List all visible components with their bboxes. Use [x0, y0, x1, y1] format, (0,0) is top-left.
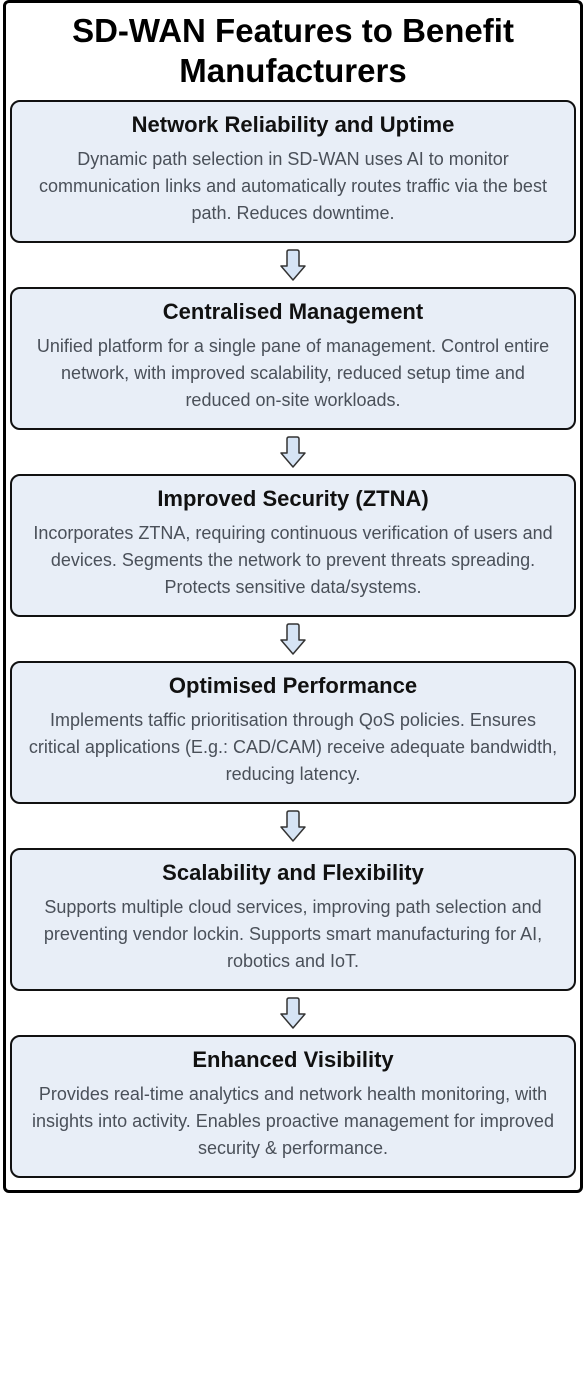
feature-title: Optimised Performance: [28, 673, 558, 699]
feature-desc: Incorporates ZTNA, requiring continuous …: [28, 520, 558, 601]
feature-box: Scalability and Flexibility Supports mul…: [10, 848, 576, 991]
feature-desc: Dynamic path selection in SD-WAN uses AI…: [28, 146, 558, 227]
arrow-down-icon: [6, 243, 580, 287]
feature-title: Scalability and Flexibility: [28, 860, 558, 886]
feature-desc: Implements taffic prioritisation through…: [28, 707, 558, 788]
main-title: SD-WAN Features to Benefit Manufacturers: [6, 3, 580, 100]
feature-desc: Provides real-time analytics and network…: [28, 1081, 558, 1162]
diagram-container: SD-WAN Features to Benefit Manufacturers…: [3, 0, 583, 1193]
feature-title: Improved Security (ZTNA): [28, 486, 558, 512]
feature-title: Network Reliability and Uptime: [28, 112, 558, 138]
feature-title: Enhanced Visibility: [28, 1047, 558, 1073]
feature-box: Network Reliability and Uptime Dynamic p…: [10, 100, 576, 243]
feature-box: Optimised Performance Implements taffic …: [10, 661, 576, 804]
arrow-down-icon: [6, 804, 580, 848]
feature-box: Enhanced Visibility Provides real-time a…: [10, 1035, 576, 1178]
arrow-down-icon: [6, 430, 580, 474]
feature-title: Centralised Management: [28, 299, 558, 325]
feature-desc: Unified platform for a single pane of ma…: [28, 333, 558, 414]
arrow-down-icon: [6, 991, 580, 1035]
feature-desc: Supports multiple cloud services, improv…: [28, 894, 558, 975]
feature-box: Improved Security (ZTNA) Incorporates ZT…: [10, 474, 576, 617]
feature-box: Centralised Management Unified platform …: [10, 287, 576, 430]
arrow-down-icon: [6, 617, 580, 661]
